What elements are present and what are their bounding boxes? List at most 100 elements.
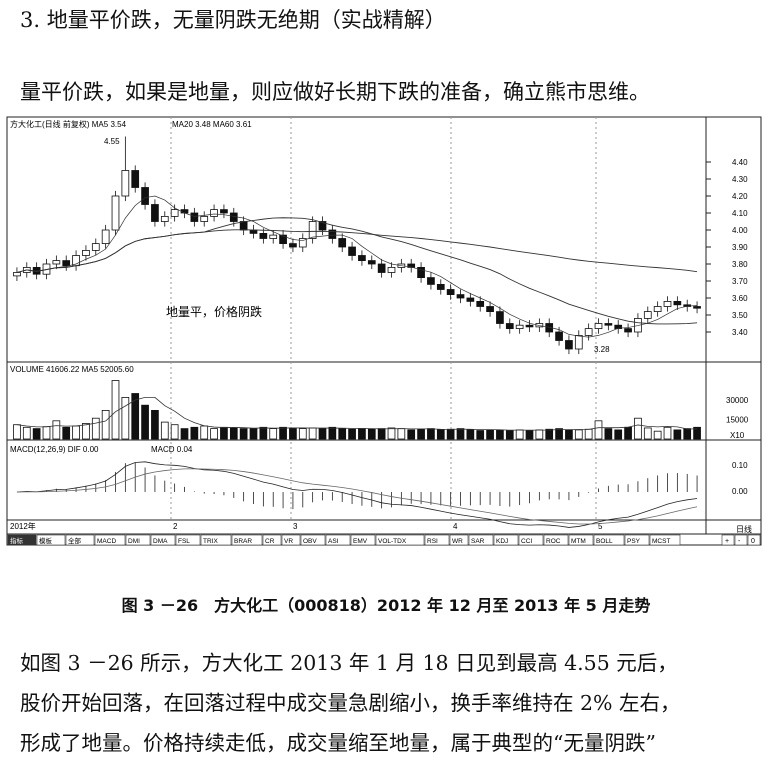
volume-bar bbox=[456, 428, 465, 440]
volume-bar bbox=[525, 430, 534, 440]
volume-bar bbox=[259, 426, 268, 440]
indicator-tab[interactable] bbox=[325, 534, 351, 546]
indicator-tab-label: 指标 bbox=[10, 536, 24, 545]
indicator-tab[interactable] bbox=[36, 534, 66, 546]
indicator-tab-label: FSL bbox=[178, 538, 190, 545]
candle-body bbox=[367, 260, 376, 265]
indicator-tab[interactable] bbox=[7, 534, 37, 546]
candle-body bbox=[653, 306, 662, 312]
indicator-tab[interactable] bbox=[175, 534, 201, 546]
candle-body bbox=[160, 216, 169, 222]
candle-body bbox=[505, 323, 514, 329]
indicator-tab[interactable] bbox=[262, 534, 282, 546]
indicator-tab[interactable] bbox=[150, 534, 176, 546]
indicator-tab-label: CCI bbox=[521, 538, 532, 545]
volume-bar bbox=[101, 409, 110, 440]
candle-body bbox=[318, 221, 327, 231]
side-button-label: + bbox=[725, 538, 729, 545]
volume-bar bbox=[693, 426, 701, 440]
volume-bar bbox=[141, 404, 149, 440]
indicator-tab[interactable] bbox=[624, 534, 650, 546]
indicator-tab[interactable] bbox=[300, 534, 326, 546]
volume-tick: 15000 bbox=[726, 416, 749, 425]
month-label: 2 bbox=[173, 522, 178, 531]
volume-bar bbox=[505, 430, 514, 440]
side-label: 日线 bbox=[736, 524, 752, 534]
indicator-tab[interactable] bbox=[281, 534, 301, 546]
year-label: 2012年 bbox=[10, 521, 36, 531]
candle-body bbox=[555, 331, 563, 341]
indicator-tab[interactable] bbox=[449, 534, 469, 546]
indicator-tab[interactable] bbox=[200, 534, 232, 546]
volume-bar bbox=[180, 428, 189, 440]
side-button[interactable] bbox=[747, 534, 761, 546]
volume-bar bbox=[614, 429, 623, 440]
price-tick: 4.20 bbox=[732, 192, 748, 201]
indicator-tab-label: BOLL bbox=[596, 538, 613, 545]
candle-body bbox=[131, 170, 140, 188]
indicator-tab-label: TRIX bbox=[203, 538, 218, 545]
side-button-label: - bbox=[738, 538, 741, 545]
indicator-tab[interactable] bbox=[593, 534, 625, 546]
indicator-tab[interactable] bbox=[94, 534, 126, 546]
candle-body bbox=[446, 289, 455, 295]
volume-header: VOLUME 41606.22 MA5 52005.60 bbox=[10, 365, 134, 374]
ma60-line bbox=[16, 229, 698, 273]
candle-body bbox=[515, 324, 524, 329]
candle-body bbox=[141, 187, 149, 205]
candle-body bbox=[210, 209, 218, 217]
indicator-tab-label: MACD bbox=[97, 538, 116, 545]
volume-bar bbox=[82, 422, 90, 440]
side-button[interactable] bbox=[721, 534, 735, 546]
indicator-tab-label: WR bbox=[452, 538, 463, 545]
indicator-tab[interactable] bbox=[350, 534, 376, 546]
candle-body bbox=[584, 328, 593, 336]
volume-ma-line bbox=[16, 396, 698, 431]
candle-body bbox=[190, 212, 199, 222]
volume-bar bbox=[298, 428, 307, 440]
candle-body bbox=[82, 249, 90, 256]
indicator-tab-label: 全部 bbox=[68, 536, 82, 545]
candle-body bbox=[308, 221, 317, 239]
candle-body bbox=[328, 229, 337, 239]
ma5-line bbox=[16, 195, 698, 338]
candle-body bbox=[62, 260, 71, 267]
indicator-tab[interactable] bbox=[568, 534, 594, 546]
price-tick: 3.70 bbox=[732, 277, 748, 286]
indicator-tab[interactable] bbox=[649, 534, 681, 546]
volume-bar bbox=[683, 428, 692, 440]
indicator-tab[interactable] bbox=[518, 534, 544, 546]
candle-body bbox=[111, 195, 120, 231]
candle-body bbox=[229, 212, 238, 222]
side-button[interactable] bbox=[734, 534, 748, 546]
body-line-3: 形成了地量。价格持续走低，成交量缩至地量，属于典型的“无量阴跌” bbox=[20, 731, 656, 755]
indicator-tab[interactable] bbox=[543, 534, 569, 546]
candle-body bbox=[476, 300, 485, 307]
ma20-line bbox=[16, 217, 698, 325]
candle-body bbox=[52, 260, 61, 265]
candle-body bbox=[239, 221, 248, 231]
month-label: 3 bbox=[293, 522, 298, 531]
ma-header: MA20 3.48 MA60 3.61 bbox=[172, 120, 252, 129]
indicator-tab[interactable] bbox=[493, 534, 519, 546]
body-line-1: 如图 3 －26 所示，方大化工 2013 年 1 月 18 日见到最高 4.5… bbox=[20, 651, 678, 675]
dea-line bbox=[16, 468, 698, 525]
volume-tick: 30000 bbox=[726, 396, 749, 405]
indicator-tab[interactable] bbox=[231, 534, 263, 546]
candle-body bbox=[101, 229, 110, 245]
volume-bar bbox=[220, 426, 228, 440]
indicator-tab[interactable] bbox=[468, 534, 494, 546]
indicator-tab[interactable] bbox=[65, 534, 95, 546]
indicator-tab[interactable] bbox=[125, 534, 151, 546]
indicator-tab-label: VR bbox=[284, 538, 293, 545]
volume-bar bbox=[249, 428, 258, 440]
indicator-tab-label: MTM bbox=[571, 538, 586, 545]
volume-bar bbox=[565, 429, 573, 440]
indicator-tab[interactable] bbox=[375, 534, 425, 546]
price-tick: 3.50 bbox=[732, 311, 748, 320]
candle-body bbox=[259, 233, 268, 239]
indicator-tab-label: EMV bbox=[353, 538, 368, 545]
volume-bar bbox=[52, 420, 61, 440]
indicator-tab-label: BRAR bbox=[234, 538, 252, 545]
indicator-tab[interactable] bbox=[424, 534, 450, 546]
